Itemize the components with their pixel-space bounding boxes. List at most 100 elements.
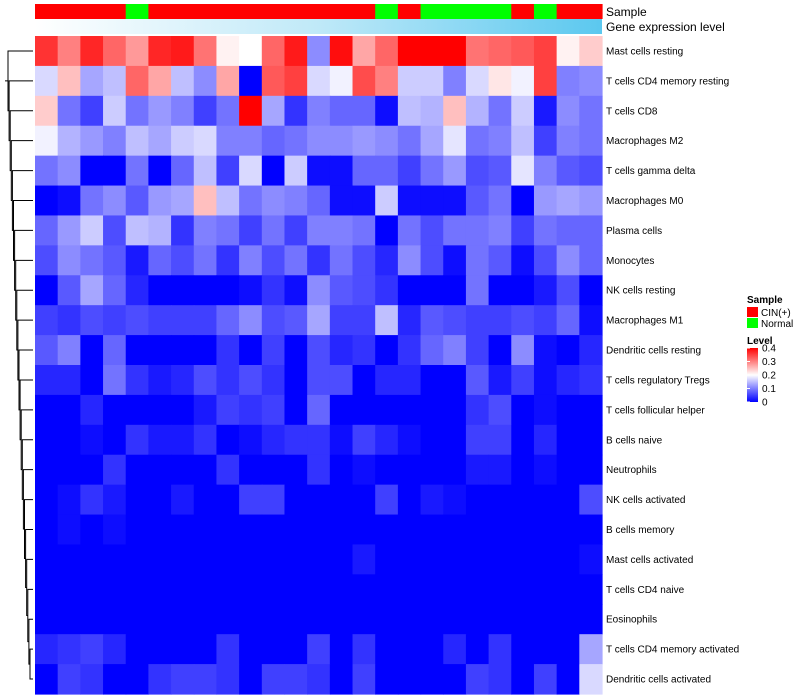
heatmap-cell	[216, 275, 240, 306]
sample-cell	[488, 4, 512, 19]
heatmap-cell	[556, 514, 580, 546]
heatmap-cell	[35, 634, 59, 665]
heatmap-cell	[80, 245, 104, 276]
heatmap-cell	[579, 604, 603, 635]
heatmap-cell	[352, 215, 376, 246]
heatmap-cell	[261, 215, 286, 246]
heatmap-cell	[420, 394, 444, 426]
heatmap-cell	[420, 604, 444, 635]
heatmap-cell	[216, 604, 240, 635]
heatmap-cell	[511, 544, 535, 575]
heatmap-cell	[57, 305, 81, 336]
heatmap-cell	[397, 185, 422, 217]
heatmap-cell	[397, 155, 422, 187]
heatmap-cell	[171, 305, 195, 336]
heatmap-cell	[579, 634, 603, 665]
heatmap-cell	[193, 484, 218, 516]
heatmap-cell	[556, 484, 580, 516]
heatmap-cell	[579, 394, 603, 426]
heatmap-cell	[329, 245, 354, 276]
heatmap-cell	[556, 305, 580, 336]
heatmap-cell	[193, 65, 218, 97]
row-label: Macrophages M1	[606, 316, 684, 327]
heatmap-cell	[307, 36, 331, 67]
heatmap-cell	[329, 335, 354, 366]
heatmap-cell	[216, 125, 240, 157]
heatmap-cell	[35, 365, 59, 396]
legend-level-colorbar	[747, 348, 758, 402]
heatmap-cell	[125, 275, 149, 306]
row-label: T cells CD4 naive	[606, 585, 685, 596]
heatmap-cell	[307, 394, 331, 426]
row-label: Eosinophils	[606, 615, 657, 626]
heatmap-cell	[307, 335, 331, 366]
heatmap-cell	[533, 305, 558, 336]
sample-cell	[216, 4, 240, 19]
heatmap-cell	[307, 664, 331, 695]
heatmap-cell	[125, 185, 149, 217]
heatmap-cell	[397, 574, 422, 605]
heatmap-cell	[465, 125, 490, 157]
heatmap-cell	[443, 664, 467, 695]
heatmap-cell	[284, 424, 308, 456]
heatmap-cell	[261, 365, 286, 396]
heatmap-cell	[443, 544, 467, 575]
heatmap-cell	[579, 185, 603, 217]
heatmap-cell	[80, 664, 104, 695]
heatmap-cell	[307, 484, 331, 516]
heatmap-cell	[511, 454, 535, 486]
heatmap-cell	[511, 65, 535, 97]
heatmap-cell	[307, 424, 331, 456]
legend-level-title: Level	[747, 336, 773, 347]
heatmap-cell	[103, 95, 127, 127]
heatmap-cell	[103, 664, 127, 695]
heatmap-cell	[443, 335, 467, 366]
heatmap-cell	[284, 125, 308, 157]
heatmap-cell	[465, 514, 490, 546]
heatmap-cell	[284, 454, 308, 486]
heatmap-cell	[352, 634, 376, 665]
heatmap-cell	[171, 275, 195, 306]
row-label: Mast cells resting	[606, 46, 683, 57]
heatmap-cell	[57, 275, 81, 306]
row-label: Mast cells activated	[606, 555, 693, 566]
legend-tick-label: 0.2	[762, 371, 776, 382]
heatmap-cell	[397, 275, 422, 306]
heatmap-cell	[125, 245, 149, 276]
heatmap-cell	[148, 514, 172, 546]
heatmap-cell	[57, 95, 81, 127]
heatmap-cell	[239, 215, 263, 246]
heatmap-cell	[239, 604, 263, 635]
heatmap-cell	[57, 484, 81, 516]
heatmap-cell	[35, 424, 59, 456]
heatmap-cell	[329, 514, 354, 546]
heatmap-cell	[420, 155, 444, 187]
heatmap-cell	[80, 335, 104, 366]
heatmap-cell	[80, 514, 104, 546]
heatmap-cell	[216, 65, 240, 97]
heatmap-cell	[352, 155, 376, 187]
heatmap-cell	[125, 664, 149, 695]
heatmap-cell	[397, 664, 422, 695]
heatmap-cell	[80, 275, 104, 306]
heatmap-cell	[488, 424, 512, 456]
heatmap-cell	[35, 125, 59, 157]
heatmap-cell	[80, 424, 104, 456]
heatmap-cell	[329, 454, 354, 486]
heatmap-cell	[511, 365, 535, 396]
heatmap-cell	[193, 514, 218, 546]
heatmap-cell	[80, 155, 104, 187]
heatmap-cell	[57, 65, 81, 97]
heatmap-cell	[103, 245, 127, 276]
heatmap-cell	[239, 155, 263, 187]
heatmap-cell	[171, 604, 195, 635]
heatmap-cell	[261, 544, 286, 575]
heatmap-cell	[420, 215, 444, 246]
heatmap-cell	[57, 634, 81, 665]
heatmap-cell	[397, 95, 422, 127]
heatmap-cell	[533, 544, 558, 575]
heatmap-cell	[148, 664, 172, 695]
heatmap-cell	[125, 514, 149, 546]
heatmap-cell	[397, 394, 422, 426]
heatmap-cell	[329, 365, 354, 396]
